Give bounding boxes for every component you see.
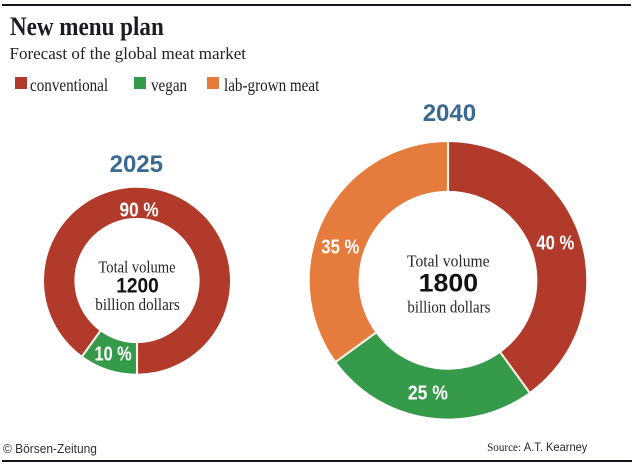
svg-text:billion dollars: billion dollars bbox=[407, 298, 490, 317]
svg-text:Total volume: Total volume bbox=[407, 252, 490, 271]
svg-text:2040: 2040 bbox=[423, 100, 476, 127]
svg-text:1200: 1200 bbox=[116, 274, 159, 297]
svg-text:1800: 1800 bbox=[419, 270, 479, 298]
svg-text:Total volume: Total volume bbox=[98, 257, 175, 276]
svg-text:40 %: 40 % bbox=[536, 232, 574, 254]
svg-text:billion dollars: billion dollars bbox=[95, 295, 180, 314]
svg-text:10 %: 10 % bbox=[95, 344, 132, 366]
svg-text:35 %: 35 % bbox=[321, 237, 359, 259]
svg-text:90 %: 90 % bbox=[120, 199, 159, 221]
svg-text:2025: 2025 bbox=[110, 151, 163, 178]
svg-text:25 %: 25 % bbox=[408, 383, 448, 405]
